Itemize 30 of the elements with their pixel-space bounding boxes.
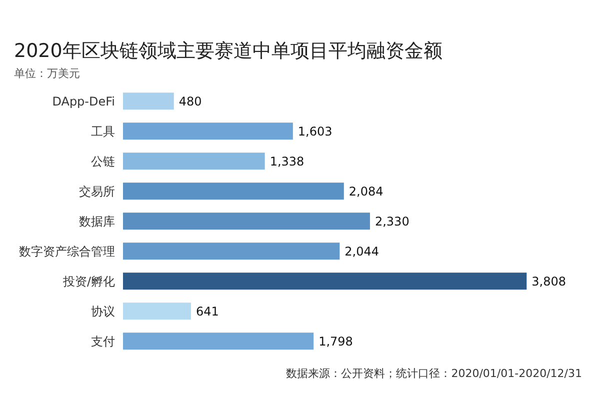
data-label: 2,084 bbox=[348, 184, 384, 198]
data-label: 1,798 bbox=[318, 334, 353, 348]
y-tick-label: 投资/孵化 bbox=[62, 274, 115, 288]
bar bbox=[123, 332, 314, 350]
data-label: 641 bbox=[196, 304, 219, 318]
y-tick-label: 公链 bbox=[91, 154, 115, 168]
bar bbox=[123, 242, 340, 260]
bar bbox=[123, 182, 344, 200]
bar bbox=[123, 212, 370, 230]
source-note: 数据来源：公开资料；统计口径：2020/01/01-2020/12/31 bbox=[285, 366, 583, 381]
data-label: 2,044 bbox=[344, 244, 380, 258]
y-tick-label: 数字资产综合管理 bbox=[19, 244, 115, 258]
chart-title: 2020年区块链领域主要赛道中单项目平均融资金额 bbox=[13, 39, 444, 64]
y-tick-label: 数据库 bbox=[79, 214, 115, 228]
data-label: 3,808 bbox=[532, 274, 566, 288]
data-label: 480 bbox=[178, 94, 202, 108]
data-label: 2,330 bbox=[374, 214, 410, 228]
bar bbox=[123, 272, 527, 290]
data-label: 1,338 bbox=[270, 154, 304, 168]
chart-subtitle: 单位：万美元 bbox=[13, 66, 81, 81]
bar bbox=[123, 92, 174, 110]
bar bbox=[123, 302, 191, 320]
y-tick-label: 协议 bbox=[91, 304, 115, 318]
bar bbox=[123, 122, 293, 140]
y-tick-label: DApp-DeFi bbox=[52, 94, 115, 108]
data-label: 1,603 bbox=[298, 124, 332, 138]
bar bbox=[123, 152, 265, 170]
y-tick-label: 支付 bbox=[91, 334, 115, 348]
y-tick-label: 工具 bbox=[91, 124, 115, 138]
y-tick-label: 交易所 bbox=[79, 184, 115, 198]
